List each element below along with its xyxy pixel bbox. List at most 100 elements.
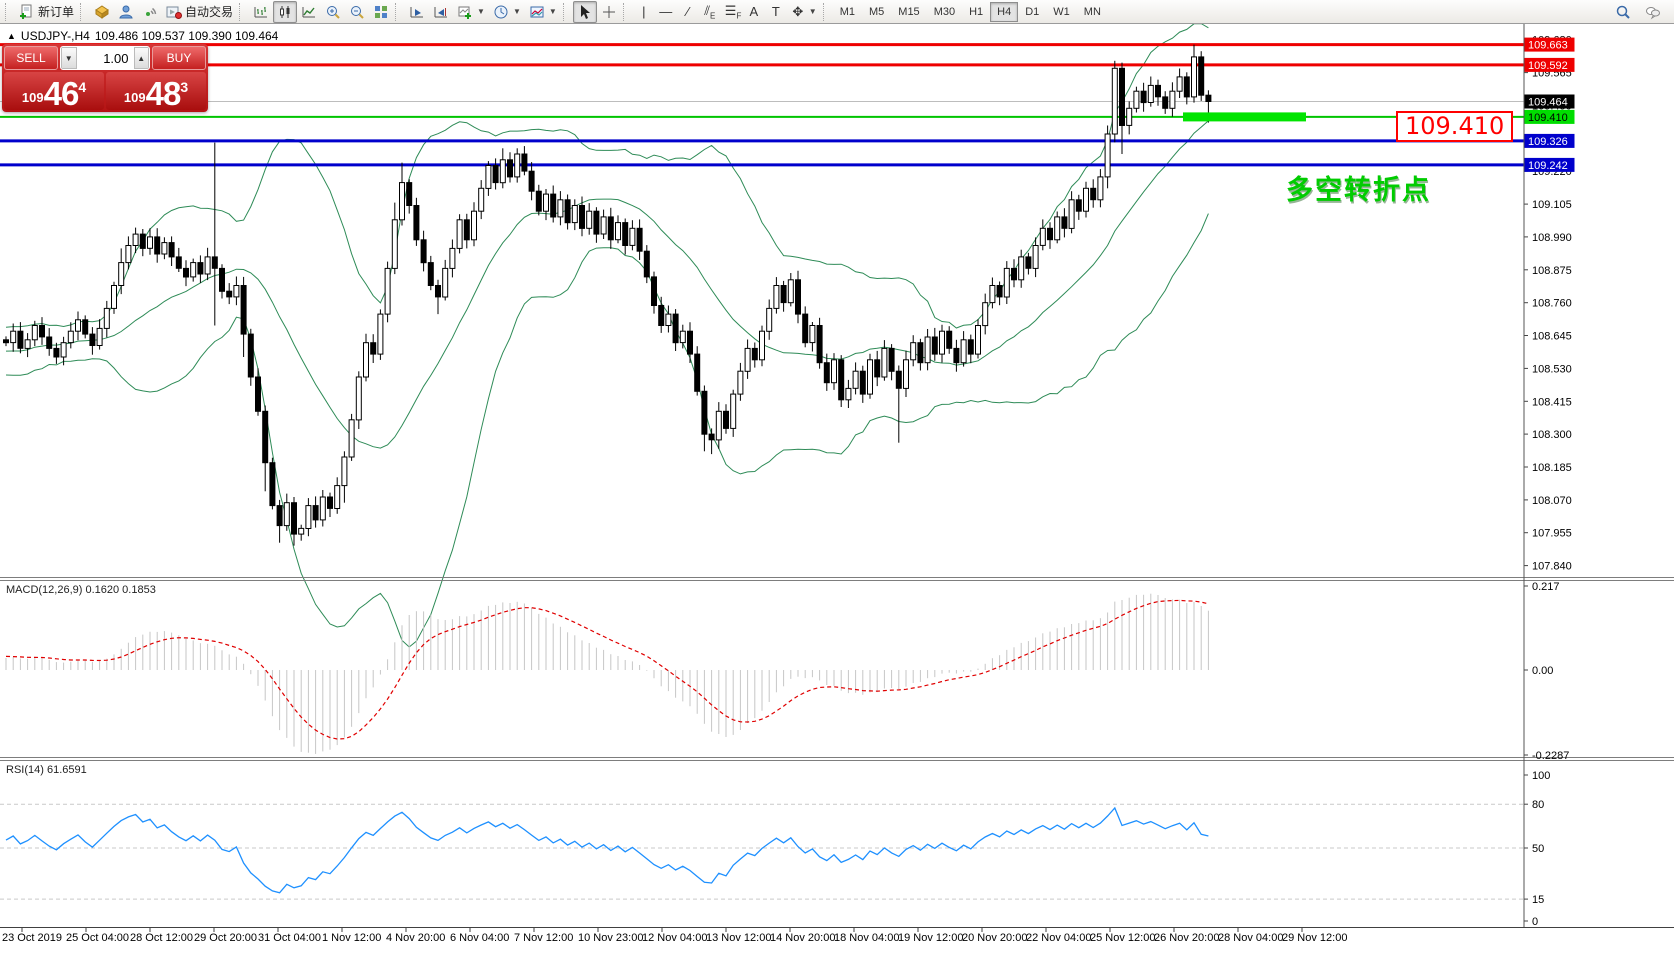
chart-title: ▲ USDJPY-,H4 109.486 109.537 109.390 109…: [7, 29, 278, 43]
dropdown-arrow-icon: ▼: [477, 7, 485, 16]
rsi-axis[interactable]: 100 80 50 15 0: [1524, 770, 1550, 928]
turning-point-annotation[interactable]: 多空转折点: [1286, 175, 1431, 205]
toolbar-grip[interactable]: [5, 2, 11, 21]
sell-price-sup: 4: [78, 79, 87, 95]
zoom-in-button[interactable]: [321, 1, 345, 23]
tab-mn[interactable]: MN: [1083, 5, 1101, 18]
macd-axis[interactable]: 0.217 0.00 -0.2287: [1524, 581, 1569, 762]
macd-label: MACD(12,26,9) 0.1620 0.1853: [6, 584, 156, 596]
signal-button[interactable]: [138, 1, 162, 23]
tab-m5[interactable]: M5: [869, 5, 885, 18]
time-axis[interactable]: 23 Oct 2019 25 Oct 04:00 28 Oct 12:00 29 Oc…: [0, 927, 1674, 944]
equidistant-channel-button[interactable]: ⫽E: [699, 1, 721, 23]
level-lines[interactable]: [0, 43, 1524, 167]
fibonacci-icon: ☰F: [724, 2, 742, 21]
tab-m30[interactable]: M30: [933, 5, 956, 18]
toolbar-grip[interactable]: [239, 2, 245, 21]
svg-text:109.326: 109.326: [1528, 136, 1568, 148]
buy-button[interactable]: BUY: [152, 46, 206, 70]
svg-text:109.242: 109.242: [1528, 160, 1568, 172]
svg-text:50: 50: [1532, 843, 1544, 855]
chat-button[interactable]: [1641, 1, 1665, 23]
new-order-button[interactable]: 新订单: [15, 1, 78, 23]
buy-price[interactable]: 109 48 3: [106, 72, 206, 110]
tab-h4[interactable]: H4: [990, 1, 1019, 22]
tab-h1[interactable]: H1: [969, 5, 984, 18]
vertical-line-button[interactable]: |: [633, 1, 655, 23]
price-axis-badges: 109.663 109.592 109.410 109.326 109.242 109.4…: [1524, 37, 1575, 172]
svg-text:19 Nov 12:00: 19 Nov 12:00: [898, 932, 963, 944]
toolbar-grip[interactable]: [822, 2, 829, 21]
period-button[interactable]: ▼: [489, 1, 525, 23]
svg-text:108.990: 108.990: [1532, 232, 1572, 244]
search-button[interactable]: [1611, 1, 1635, 23]
price-annotation-box[interactable]: 109.410: [1396, 111, 1514, 142]
svg-text:108.645: 108.645: [1532, 331, 1572, 343]
crosshair-button[interactable]: [597, 1, 621, 23]
sell-price[interactable]: 109 46 4: [4, 72, 104, 110]
toolbar-grip[interactable]: [562, 2, 569, 21]
zoom-out-button[interactable]: [345, 1, 369, 23]
market-watch-button[interactable]: [90, 1, 114, 23]
text-label-icon: T: [771, 4, 780, 19]
horizontal-line-button[interactable]: —: [655, 1, 677, 23]
dropdown-arrow-icon: ▼: [808, 7, 817, 16]
svg-text:109.410: 109.410: [1528, 112, 1568, 124]
candlestick-chart-button[interactable]: [273, 0, 298, 23]
dropdown-arrow-icon: ▼: [512, 7, 521, 16]
svg-text:0.217: 0.217: [1532, 581, 1560, 593]
svg-text:10 Nov 23:00: 10 Nov 23:00: [578, 932, 643, 944]
line-chart-icon: [302, 6, 316, 17]
gold-cube-icon: [95, 4, 109, 19]
pane-dividers[interactable]: [0, 577, 1674, 761]
auto-trading-button[interactable]: 自动交易: [162, 1, 237, 23]
tab-d1[interactable]: D1: [1025, 5, 1040, 18]
tab-w1[interactable]: W1: [1053, 5, 1070, 18]
toolbar-grip[interactable]: [622, 2, 629, 21]
tab-m1[interactable]: M1: [839, 5, 855, 18]
toolbar: 新订单 自动交易 ▼ ▼ ▼ | — ∕ ⫽E ☰F A T ✥ ▼: [0, 0, 1674, 24]
volume-decrease-button[interactable]: ▼: [61, 47, 77, 69]
data-window-button[interactable]: [114, 1, 138, 23]
buy-price-small: 109: [123, 90, 146, 105]
tile-windows-button[interactable]: [369, 1, 393, 23]
svg-text:18 Nov 04:00: 18 Nov 04:00: [834, 932, 899, 944]
auto-trading-icon: [166, 6, 183, 19]
template-button[interactable]: ▼: [525, 1, 561, 23]
fibonacci-button[interactable]: ☰F: [721, 1, 743, 23]
svg-text:26 Nov 20:00: 26 Nov 20:00: [1154, 932, 1219, 944]
auto-scroll-button[interactable]: [405, 1, 429, 23]
collapse-triangle-icon[interactable]: ▲: [7, 31, 16, 41]
tab-m15[interactable]: M15: [898, 5, 920, 18]
trendline-button[interactable]: ∕: [677, 1, 699, 23]
arrows-button[interactable]: ✥ ▼: [787, 1, 821, 23]
cursor-button[interactable]: [572, 0, 597, 23]
svg-text:29 Oct 20:00: 29 Oct 20:00: [194, 932, 257, 944]
sell-button[interactable]: SELL: [4, 46, 58, 70]
line-chart-button[interactable]: [297, 1, 321, 23]
macd-histogram: [5, 593, 1209, 754]
svg-text:108.875: 108.875: [1532, 265, 1572, 277]
volume-input[interactable]: [76, 47, 134, 69]
toolbar-grip[interactable]: [395, 2, 401, 21]
svg-text:28 Oct 12:00: 28 Oct 12:00: [130, 932, 193, 944]
volume-increase-button[interactable]: ▲: [133, 47, 149, 69]
svg-text:23 Oct 2019: 23 Oct 2019: [2, 932, 62, 944]
toolbar-grip[interactable]: [80, 2, 86, 21]
svg-text:25 Oct 04:00: 25 Oct 04:00: [66, 932, 129, 944]
dropdown-arrow-icon: ▼: [548, 7, 557, 16]
text-icon: A: [749, 4, 759, 19]
candles: [3, 44, 1212, 546]
bar-chart-button[interactable]: [249, 1, 273, 23]
text-label-button[interactable]: T: [765, 1, 787, 23]
text-button[interactable]: A: [743, 1, 765, 23]
svg-text:14 Nov 20:00: 14 Nov 20:00: [770, 932, 835, 944]
new-chart-icon: [458, 6, 472, 19]
zoom-in-icon: [327, 5, 340, 19]
ohlc-values: 109.486 109.537 109.390 109.464: [94, 29, 279, 43]
new-chart-button[interactable]: ▼: [453, 1, 489, 23]
support-highlight-bar[interactable]: [1183, 112, 1306, 122]
chart-shift-button[interactable]: [429, 1, 453, 23]
svg-text:107.955: 107.955: [1532, 528, 1572, 540]
